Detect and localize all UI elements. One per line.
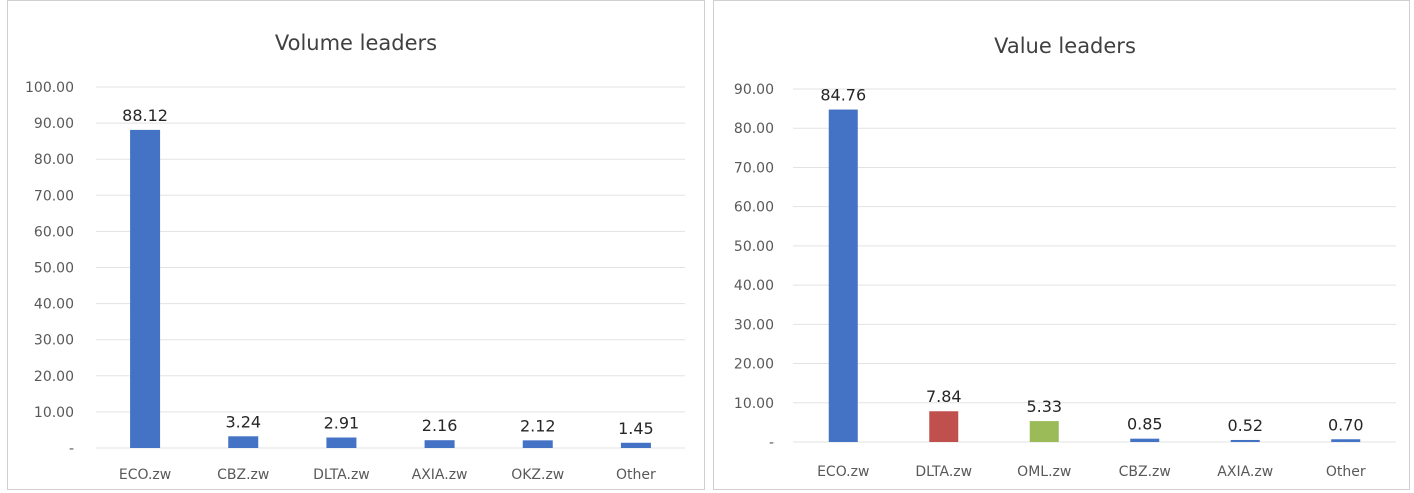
data-label: 0.70 xyxy=(1328,415,1364,434)
data-label: 84.76 xyxy=(820,86,866,105)
x-category-label: OKZ.zw xyxy=(511,467,564,483)
y-tick-label: 20.00 xyxy=(34,369,74,385)
chart-title: Volume leaders xyxy=(275,31,437,55)
y-tick-label: - xyxy=(69,441,74,457)
volume-leaders-chart: Volume leaders - 10.00 20.00 30.00 40.00 50.0… xyxy=(25,31,685,483)
volume-leaders-chart-panel: Volume leaders - 10.00 20.00 30.00 40.00 50.0… xyxy=(7,0,705,490)
x-category-label: ECO.zw xyxy=(119,467,171,483)
x-category-label: CBZ.zw xyxy=(217,467,269,483)
chart-title: Value leaders xyxy=(994,34,1136,58)
data-label: 0.85 xyxy=(1127,415,1163,434)
bar xyxy=(1331,439,1361,442)
y-tick-label: - xyxy=(769,435,774,451)
bar xyxy=(1130,438,1160,442)
y-tick-label: 60.00 xyxy=(734,200,774,216)
value-leaders-chart-panel: Value leaders - 10.00 20.00 30.00 40.00 50.00… xyxy=(713,0,1410,490)
x-category-label: CBZ.zw xyxy=(1119,464,1171,480)
data-label: 1.45 xyxy=(618,419,654,438)
bar xyxy=(929,411,959,442)
x-category-label: OML.zw xyxy=(1017,464,1071,480)
bar xyxy=(828,109,858,443)
data-label: 0.52 xyxy=(1227,416,1263,435)
bar xyxy=(1230,439,1260,442)
y-tick-label: 20.00 xyxy=(734,357,774,373)
x-category-label: Other xyxy=(1326,464,1366,480)
y-tick-label: 30.00 xyxy=(734,317,774,333)
y-tick-label: 50.00 xyxy=(34,261,74,277)
x-category-label: AXIA.zw xyxy=(412,467,468,483)
y-tick-label: 50.00 xyxy=(734,239,774,255)
y-tick-label: 40.00 xyxy=(34,297,74,313)
data-label: 5.33 xyxy=(1026,397,1062,416)
y-tick-label: 30.00 xyxy=(34,333,74,349)
y-tick-label: 70.00 xyxy=(34,188,74,204)
x-category-label: AXIA.zw xyxy=(1217,464,1273,480)
x-category-label: Other xyxy=(616,467,656,483)
bar xyxy=(424,440,455,448)
y-tick-label: 10.00 xyxy=(734,396,774,412)
bar xyxy=(130,129,161,449)
x-category-label: DLTA.zw xyxy=(915,464,972,480)
bar xyxy=(1029,421,1059,442)
y-tick-label: 40.00 xyxy=(734,278,774,294)
y-tick-label: 90.00 xyxy=(734,82,774,98)
data-label: 2.12 xyxy=(520,416,556,435)
bar xyxy=(228,436,259,448)
y-tick-label: 90.00 xyxy=(34,116,74,132)
x-category-label: ECO.zw xyxy=(817,464,869,480)
y-tick-label: 100.00 xyxy=(25,80,74,96)
y-tick-label: 80.00 xyxy=(34,152,74,168)
bar xyxy=(620,442,651,448)
y-tick-label: 80.00 xyxy=(734,121,774,137)
bar xyxy=(326,437,357,448)
data-label: 3.24 xyxy=(225,412,261,431)
value-leaders-chart: Value leaders - 10.00 20.00 30.00 40.00 50.00… xyxy=(734,34,1396,480)
data-label: 88.12 xyxy=(122,106,168,125)
y-tick-label: 60.00 xyxy=(34,224,74,240)
data-label: 7.84 xyxy=(926,387,962,406)
data-label: 2.16 xyxy=(422,416,458,435)
bar xyxy=(522,440,553,448)
y-tick-label: 70.00 xyxy=(734,160,774,176)
x-category-label: DLTA.zw xyxy=(313,467,370,483)
data-label: 2.91 xyxy=(324,413,360,432)
y-tick-label: 10.00 xyxy=(34,405,74,421)
